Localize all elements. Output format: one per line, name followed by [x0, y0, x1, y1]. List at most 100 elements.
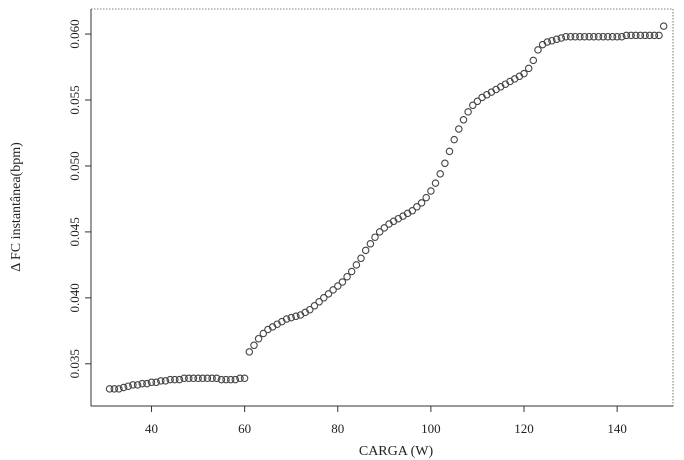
- data-point: [203, 374, 212, 383]
- data-point: [282, 315, 291, 323]
- data-point: [352, 261, 361, 269]
- data-point: [375, 228, 384, 236]
- data-point: [161, 377, 170, 385]
- data-point: [306, 305, 314, 314]
- data-point: [417, 199, 426, 207]
- data-point: [231, 375, 240, 384]
- data-point: [571, 32, 579, 41]
- data-point: [590, 32, 598, 41]
- data-point: [315, 298, 323, 306]
- data-point: [189, 374, 198, 383]
- data-point: [427, 187, 435, 195]
- data-point: [217, 375, 226, 384]
- data-point: [129, 381, 137, 389]
- data-point: [320, 294, 328, 302]
- data-point: [604, 32, 612, 41]
- data-point: [259, 329, 268, 338]
- data-point: [166, 375, 174, 384]
- data-point: [455, 125, 463, 133]
- data-point: [147, 378, 156, 387]
- x-axis-title: CARGA (W): [359, 444, 434, 459]
- data-point: [343, 272, 351, 281]
- y-tick-label: 0.055: [67, 85, 82, 114]
- data-point: [124, 382, 132, 390]
- data-point: [445, 147, 454, 156]
- data-point: [366, 240, 375, 248]
- data-point: [222, 375, 230, 384]
- data-point: [580, 32, 589, 41]
- data-point: [431, 179, 440, 187]
- y-ticks: 0.035 0.040 0.045 0.050 0.055 0.060: [67, 19, 91, 378]
- data-point: [622, 31, 631, 40]
- axes: [90, 9, 673, 407]
- data-point: [119, 383, 128, 392]
- x-tick-label: 40: [145, 421, 158, 436]
- x-tick-label: 100: [421, 421, 441, 436]
- data-point: [236, 374, 244, 383]
- data-point: [226, 375, 235, 384]
- x-tick-label: 120: [514, 421, 534, 436]
- data-point: [459, 116, 468, 124]
- data-point: [138, 379, 146, 388]
- data-point: [171, 375, 179, 384]
- data-point: [380, 224, 389, 232]
- data-point: [250, 341, 258, 350]
- data-point: [357, 254, 365, 263]
- data-point: [659, 22, 668, 30]
- data-point: [641, 31, 649, 40]
- data-point: [524, 64, 533, 73]
- y-tick-label: 0.050: [67, 151, 82, 180]
- x-ticks: 40 60 80 100 120 140: [145, 406, 627, 436]
- data-point: [287, 313, 295, 322]
- data-point: [133, 381, 142, 389]
- data-point: [208, 374, 216, 383]
- data-point: [529, 56, 538, 65]
- data-point: [627, 31, 635, 40]
- data-point: [473, 97, 482, 106]
- data-point: [557, 34, 566, 42]
- data-point: [464, 108, 472, 116]
- data-point: [552, 35, 561, 44]
- data-point: [194, 374, 202, 383]
- data-point: [585, 32, 593, 41]
- data-point: [105, 385, 114, 393]
- data-point: [562, 32, 570, 41]
- data-point: [310, 302, 319, 310]
- data-point: [157, 377, 165, 385]
- data-point: [152, 378, 160, 387]
- data-point: [338, 278, 347, 286]
- x-tick-label: 80: [331, 421, 344, 436]
- data-point: [594, 32, 603, 41]
- data-point: [334, 282, 342, 290]
- y-tick-label: 0.035: [67, 349, 82, 378]
- data-point: [636, 31, 645, 40]
- data-point: [566, 32, 575, 41]
- data-point: [608, 32, 617, 41]
- y-tick-label: 0.045: [67, 217, 82, 246]
- data-point: [645, 31, 654, 40]
- data-point: [292, 312, 300, 321]
- data-point: [469, 101, 477, 110]
- x-tick-label: 140: [607, 421, 627, 436]
- data-point: [110, 385, 119, 393]
- data-point: [347, 267, 356, 276]
- data-point: [329, 286, 337, 294]
- data-point: [212, 374, 221, 383]
- data-point: [613, 32, 621, 41]
- data-point: [599, 32, 607, 41]
- data-point: [655, 31, 663, 40]
- data-point: [115, 385, 123, 393]
- data-point: [185, 374, 193, 383]
- data-point: [450, 135, 458, 144]
- data-point: [422, 193, 430, 202]
- data-points: [105, 22, 668, 393]
- y-tick-label: 0.060: [67, 19, 82, 48]
- data-point: [324, 290, 333, 298]
- data-point: [534, 46, 542, 54]
- data-point: [361, 246, 370, 255]
- data-point: [413, 203, 421, 211]
- data-point: [371, 233, 379, 241]
- y-axis-title: Δ FC instantânea(bpm): [9, 142, 24, 272]
- data-point: [245, 348, 254, 356]
